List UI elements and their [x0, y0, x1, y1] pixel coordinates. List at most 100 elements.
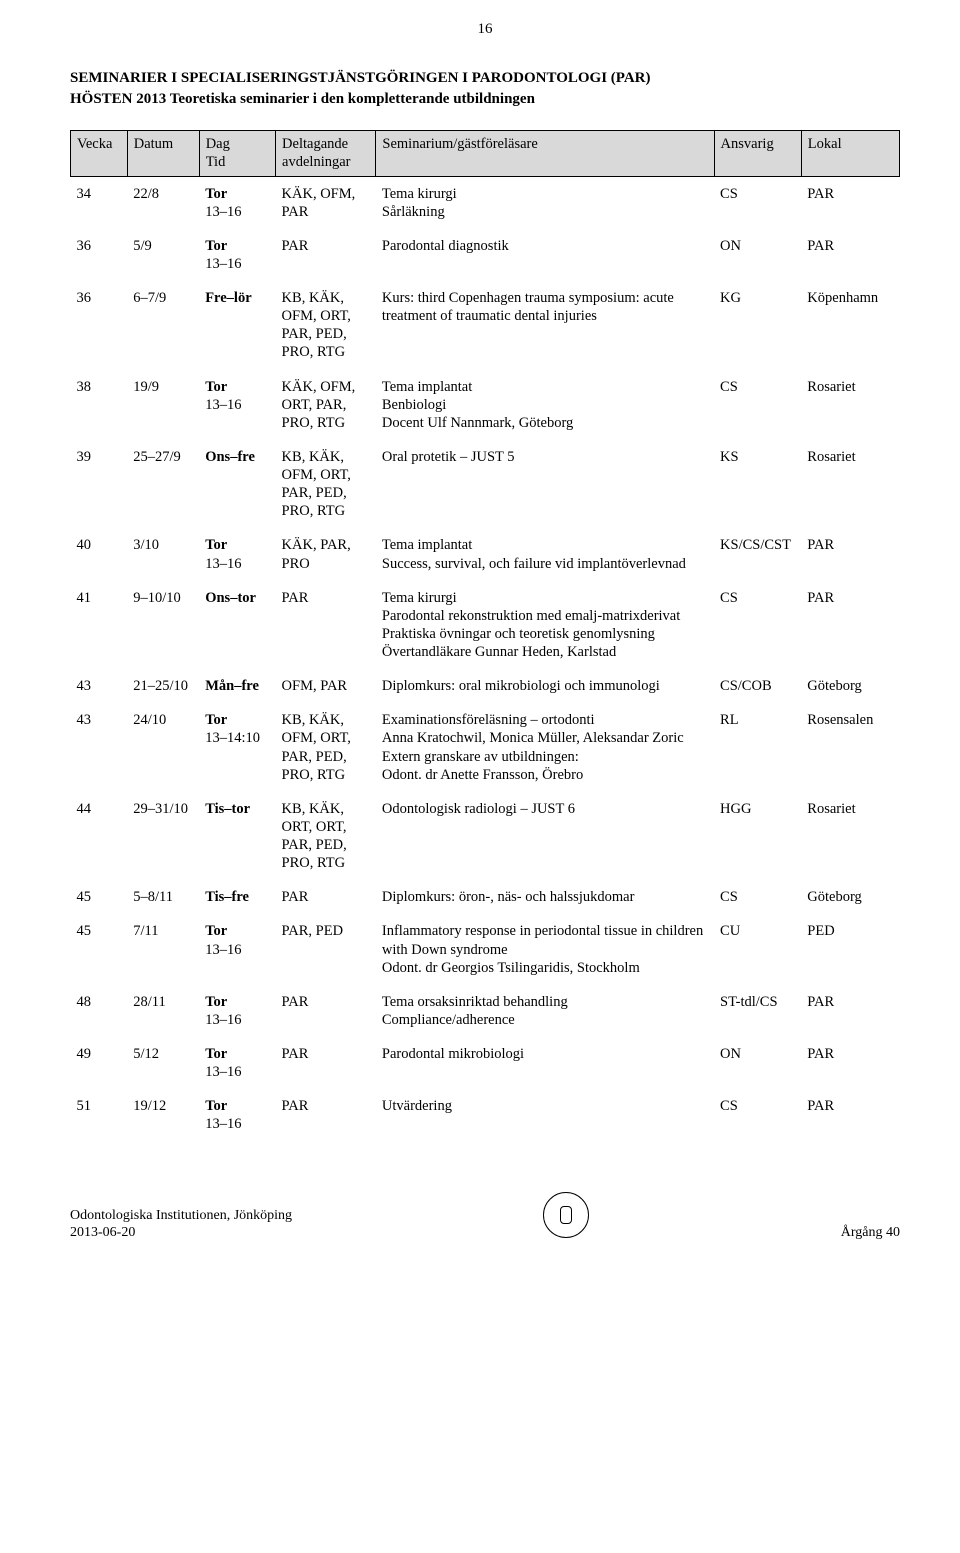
cell-lokal: Rosariet — [801, 370, 899, 440]
cell-datum: 5/12 — [127, 1037, 199, 1089]
cell-lokal: Rosensalen — [801, 703, 899, 792]
col-header: Seminarium/gästföreläsare — [376, 131, 714, 176]
cell-vecka: 49 — [71, 1037, 128, 1089]
cell-vecka: 36 — [71, 229, 128, 281]
cell-dag: Tor13–16 — [199, 985, 275, 1037]
cell-datum: 21–25/10 — [127, 669, 199, 703]
cell-ansvarig: KS/CS/CST — [714, 528, 801, 580]
cell-dag: Fre–lör — [199, 281, 275, 370]
cell-ansvarig: ON — [714, 229, 801, 281]
cell-vecka: 34 — [71, 176, 128, 229]
footer-date: 2013-06-20 — [70, 1224, 292, 1242]
table-row: 3925–27/9Ons–freKB, KÄK, OFM, ORT, PAR, … — [71, 440, 900, 529]
cell-lokal: Göteborg — [801, 669, 899, 703]
col-header: Datum — [127, 131, 199, 176]
heading-subtitle: HÖSTEN 2013 Teoretiska seminarier i den … — [70, 90, 900, 109]
cell-lokal: PAR — [801, 985, 899, 1037]
cell-dag: Tor13–16 — [199, 1037, 275, 1089]
table-row: 4324/10Tor13–14:10KB, KÄK, OFM, ORT, PAR… — [71, 703, 900, 792]
table-row: 455–8/11Tis–frePARDiplomkurs: öron-, näs… — [71, 880, 900, 914]
cell-seminarium: Diplomkurs: oral mikrobiologi och immuno… — [376, 669, 714, 703]
footer-right: Årgång 40 — [841, 1224, 900, 1242]
col-header: Ansvarig — [714, 131, 801, 176]
col-header: Deltagandeavdelningar — [276, 131, 376, 176]
cell-lokal: Rosariet — [801, 440, 899, 529]
cell-dag: Tor13–16 — [199, 229, 275, 281]
cell-ansvarig: KS — [714, 440, 801, 529]
cell-vecka: 41 — [71, 581, 128, 670]
cell-lokal: PAR — [801, 528, 899, 580]
col-header: Lokal — [801, 131, 899, 176]
cell-datum: 3/10 — [127, 528, 199, 580]
table-row: 366–7/9Fre–lörKB, KÄK, OFM, ORT, PAR, PE… — [71, 281, 900, 370]
table-row: 457/11Tor13–16PAR, PEDInflammatory respo… — [71, 914, 900, 984]
cell-deltagande: KÄK, OFM, PAR — [276, 176, 376, 229]
cell-dag: Tor13–16 — [199, 914, 275, 984]
cell-ansvarig: ON — [714, 1037, 801, 1089]
cell-datum: 22/8 — [127, 176, 199, 229]
cell-seminarium: Odontologisk radiologi – JUST 6 — [376, 792, 714, 881]
cell-ansvarig: CS — [714, 880, 801, 914]
cell-seminarium: Parodontal mikrobiologi — [376, 1037, 714, 1089]
table-row: 403/10Tor13–16KÄK, PAR, PROTema implanta… — [71, 528, 900, 580]
cell-dag: Ons–tor — [199, 581, 275, 670]
cell-vecka: 36 — [71, 281, 128, 370]
cell-dag: Tis–fre — [199, 880, 275, 914]
cell-lokal: PAR — [801, 581, 899, 670]
cell-lokal: Köpenhamn — [801, 281, 899, 370]
cell-seminarium: Diplomkurs: öron-, näs- och halssjukdoma… — [376, 880, 714, 914]
cell-ansvarig: ST-tdl/CS — [714, 985, 801, 1037]
cell-datum: 5/9 — [127, 229, 199, 281]
cell-lokal: PAR — [801, 176, 899, 229]
cell-deltagande: KÄK, OFM, ORT, PAR, PRO, RTG — [276, 370, 376, 440]
cell-vecka: 48 — [71, 985, 128, 1037]
cell-dag: Tor13–16 — [199, 528, 275, 580]
table-row: 3819/9Tor13–16KÄK, OFM, ORT, PAR, PRO, R… — [71, 370, 900, 440]
cell-deltagande: PAR — [276, 985, 376, 1037]
cell-deltagande: KB, KÄK, OFM, ORT, PAR, PED, PRO, RTG — [276, 703, 376, 792]
cell-seminarium: Utvärdering — [376, 1089, 714, 1141]
footer-left: Odontologiska Institutionen, Jönköping 2… — [70, 1207, 292, 1242]
cell-deltagande: OFM, PAR — [276, 669, 376, 703]
cell-vecka: 43 — [71, 703, 128, 792]
cell-dag: Ons–fre — [199, 440, 275, 529]
cell-datum: 25–27/9 — [127, 440, 199, 529]
cell-datum: 7/11 — [127, 914, 199, 984]
cell-dag: Tor13–16 — [199, 370, 275, 440]
cell-seminarium: Examinationsföreläsning – ortodontiAnna … — [376, 703, 714, 792]
cell-ansvarig: CS — [714, 370, 801, 440]
cell-ansvarig: CS — [714, 176, 801, 229]
page-number: 16 — [70, 20, 900, 39]
table-row: 4429–31/10Tis–torKB, KÄK, ORT, ORT, PAR,… — [71, 792, 900, 881]
cell-seminarium: Tema implantatSuccess, survival, och fai… — [376, 528, 714, 580]
cell-lokal: PAR — [801, 1037, 899, 1089]
cell-deltagande: KB, KÄK, OFM, ORT, PAR, PED, PRO, RTG — [276, 281, 376, 370]
cell-datum: 6–7/9 — [127, 281, 199, 370]
cell-ansvarig: CU — [714, 914, 801, 984]
cell-vecka: 45 — [71, 880, 128, 914]
cell-ansvarig: CS — [714, 1089, 801, 1141]
cell-deltagande: PAR — [276, 581, 376, 670]
cell-vecka: 43 — [71, 669, 128, 703]
cell-ansvarig: CS/COB — [714, 669, 801, 703]
cell-deltagande: KB, KÄK, ORT, ORT, PAR, PED, PRO, RTG — [276, 792, 376, 881]
table-row: 365/9Tor13–16PARParodontal diagnostikONP… — [71, 229, 900, 281]
cell-seminarium: Tema kirurgiParodontal rekonstruktion me… — [376, 581, 714, 670]
table-row: 419–10/10Ons–torPARTema kirurgiParodonta… — [71, 581, 900, 670]
cell-seminarium: Parodontal diagnostik — [376, 229, 714, 281]
table-header-row: Vecka Datum DagTid Deltagandeavdelningar… — [71, 131, 900, 176]
footer-logo-icon — [543, 1192, 589, 1238]
page-footer: Odontologiska Institutionen, Jönköping 2… — [70, 1192, 900, 1242]
heading-title: SEMINARIER I SPECIALISERINGSTJÄNSTGÖRING… — [70, 69, 900, 88]
cell-vecka: 39 — [71, 440, 128, 529]
cell-vecka: 38 — [71, 370, 128, 440]
cell-ansvarig: KG — [714, 281, 801, 370]
cell-datum: 24/10 — [127, 703, 199, 792]
table-row: 495/12Tor13–16 PAR Parodontal mikrobiologi… — [71, 1037, 900, 1089]
cell-seminarium: Tema implantatBenbiologiDocent Ulf Nannm… — [376, 370, 714, 440]
cell-dag: Tis–tor — [199, 792, 275, 881]
cell-ansvarig: CS — [714, 581, 801, 670]
cell-deltagande: PAR, PED — [276, 914, 376, 984]
cell-vecka: 40 — [71, 528, 128, 580]
cell-dag: Mån–fre — [199, 669, 275, 703]
